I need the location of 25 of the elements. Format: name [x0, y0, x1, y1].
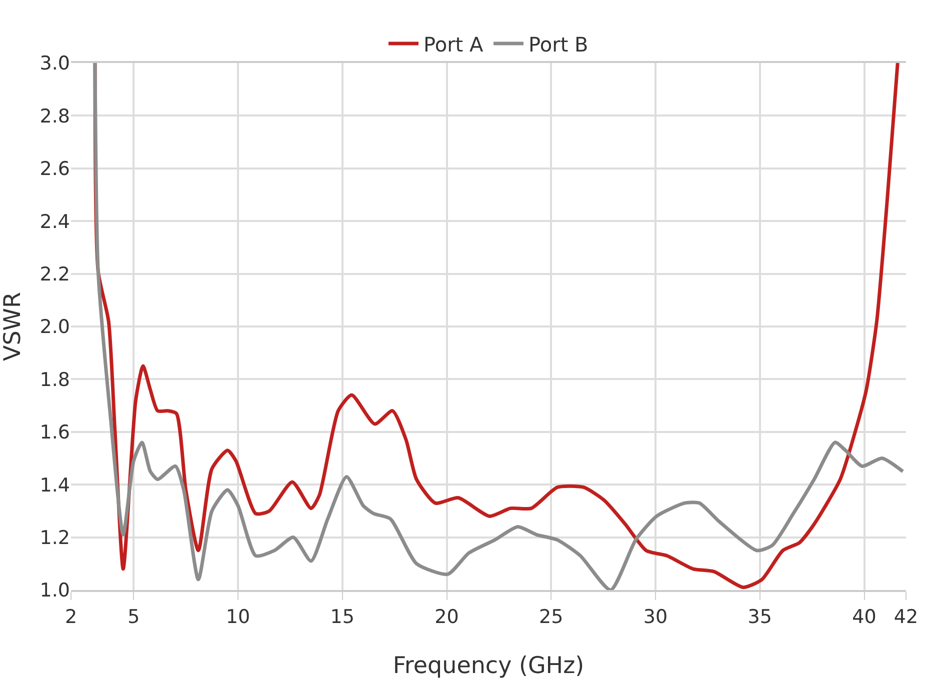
x-tick-label: 42 [894, 606, 918, 628]
y-tick-label: 1.2 [40, 526, 70, 549]
x-tick-label: 5 [128, 606, 140, 628]
y-tick-label: 2.4 [40, 210, 70, 233]
x-tick-label: 2 [64, 606, 78, 628]
x-tick-label: 15 [330, 606, 354, 628]
y-tick-label: 3.0 [40, 52, 70, 75]
y-tick-label: 1.6 [40, 422, 70, 444]
y-tick-label: 2.2 [40, 263, 70, 286]
x-tick-label: 30 [643, 606, 668, 628]
y-tick-label: 1.8 [40, 368, 70, 391]
y-axis-title: VSWR [0, 292, 26, 362]
legend-label: Port B [528, 32, 588, 56]
y-tick-label: 1.4 [40, 474, 70, 496]
x-tick-label: 20 [434, 606, 459, 628]
legend-label: Port A [424, 32, 484, 56]
y-tick-label: 2.6 [40, 158, 70, 180]
y-tick-label: 2.0 [40, 316, 70, 338]
x-tick-label: 25 [539, 606, 564, 628]
x-tick-label: 35 [748, 606, 772, 628]
y-tick-label: 2.8 [40, 105, 70, 128]
y-tick-label: 1.0 [40, 580, 70, 602]
x-axis-title: Frequency (GHz) [392, 652, 584, 679]
x-tick-label: 10 [226, 606, 250, 628]
x-tick-label: 40 [852, 606, 876, 628]
